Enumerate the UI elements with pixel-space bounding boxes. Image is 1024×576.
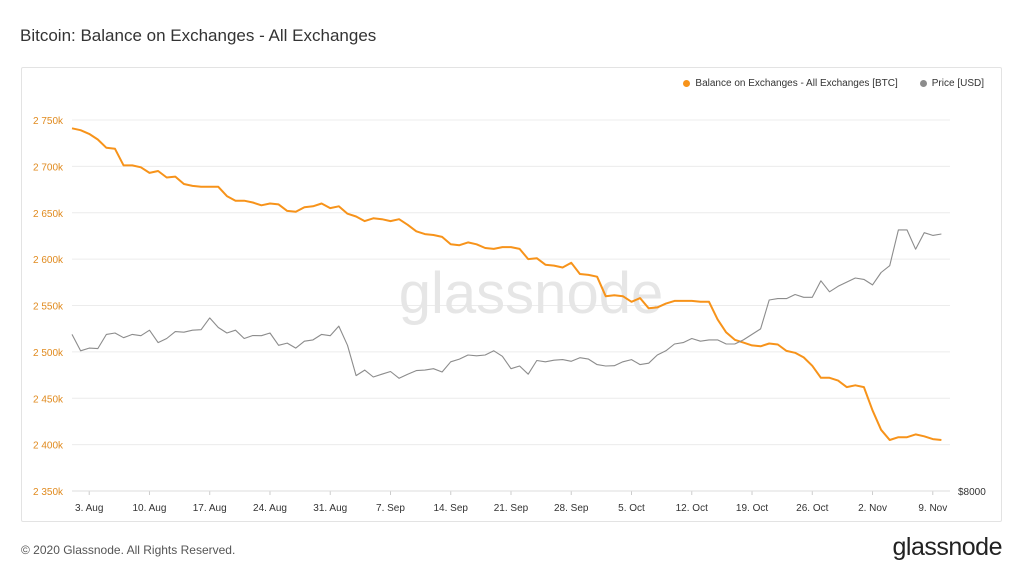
x-tick-label: 5. Oct xyxy=(618,503,645,514)
x-tick-label: 26. Oct xyxy=(796,503,828,514)
y-tick-label: 2 500k xyxy=(33,348,64,359)
x-tick-label: 2. Nov xyxy=(858,503,887,514)
right-axis-label: $8000 xyxy=(958,487,986,498)
legend-label-balance: Balance on Exchanges - All Exchanges [BT… xyxy=(695,78,898,89)
y-tick-label: 2 550k xyxy=(33,302,64,313)
legend-item-price[interactable]: Price [USD] xyxy=(919,78,984,89)
y-tick-label: 2 450k xyxy=(33,394,64,405)
x-tick-label: 7. Sep xyxy=(376,503,405,514)
chart-legend: Balance on Exchanges - All Exchanges [BT… xyxy=(683,78,984,89)
x-tick-label: 12. Oct xyxy=(676,503,708,514)
price-line xyxy=(71,229,942,379)
chart-card: Balance on Exchanges - All Exchanges [BT… xyxy=(21,67,1002,522)
x-tick-label: 28. Sep xyxy=(554,503,589,514)
y-tick-label: 2 700k xyxy=(33,162,64,173)
legend-dot-balance xyxy=(683,80,691,87)
legend-dot-price xyxy=(919,80,927,87)
chart-plot: 2 350k 2 400k 2 450k 2 500k 2 550k 2 600k 2 65… xyxy=(33,116,986,514)
x-tick-label: 21. Sep xyxy=(494,503,529,514)
x-tick-label: 31. Aug xyxy=(313,503,347,514)
x-tick-label: 9. Nov xyxy=(918,503,947,514)
balance-line xyxy=(71,127,942,441)
x-tick-label: 17. Aug xyxy=(193,503,227,514)
legend-item-balance[interactable]: Balance on Exchanges - All Exchanges [BT… xyxy=(683,78,898,89)
y-tick-label: 2 600k xyxy=(33,255,64,266)
page-title: Bitcoin: Balance on Exchanges - All Exch… xyxy=(20,26,377,45)
y-tick-label: 2 350k xyxy=(33,487,64,498)
watermark-text: glassnode xyxy=(399,261,663,326)
x-tick-label: 3. Aug xyxy=(75,503,103,514)
x-tick-label: 19. Oct xyxy=(736,503,768,514)
x-tick-label: 14. Sep xyxy=(434,503,469,514)
x-tick-label: 24. Aug xyxy=(253,503,287,514)
y-tick-label: 2 650k xyxy=(33,209,64,220)
copyright-text: © 2020 Glassnode. All Rights Reserved. xyxy=(21,543,236,557)
brand-logo: glassnode xyxy=(892,533,1003,561)
legend-label-price: Price [USD] xyxy=(931,78,984,89)
y-tick-label: 2 400k xyxy=(33,441,64,452)
y-tick-label: 2 750k xyxy=(33,116,64,127)
x-tick-label: 10. Aug xyxy=(133,503,167,514)
